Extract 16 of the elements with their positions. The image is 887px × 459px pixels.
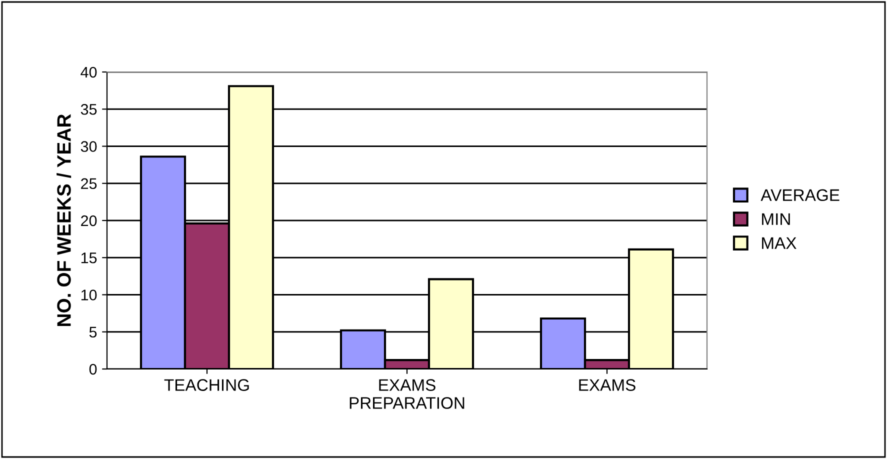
y-tick-label: 40: [80, 66, 97, 78]
x-tick-label: TEACHING: [164, 379, 249, 391]
y-tick-label: 0: [89, 364, 97, 375]
y-tick-label: 25: [81, 178, 97, 190]
y-tick-label: 30: [80, 141, 97, 152]
x-tick-label: EXAMS PREPARATION: [350, 379, 464, 409]
legend-label: MAX: [762, 237, 796, 249]
x-tick-label: EXAMS: [579, 379, 636, 391]
y-axis-title: NO. OF WEEKS / YEAR: [56, 114, 72, 326]
y-tick-label: 10: [81, 290, 97, 300]
y-tick-label: 20: [81, 215, 97, 226]
legend-label: AVERAGE: [760, 189, 840, 202]
legend-label: MIN: [762, 213, 790, 225]
y-tick-label: 5: [89, 326, 97, 338]
y-tick-label: 15: [81, 252, 97, 264]
y-tick-label: 35: [80, 104, 97, 115]
